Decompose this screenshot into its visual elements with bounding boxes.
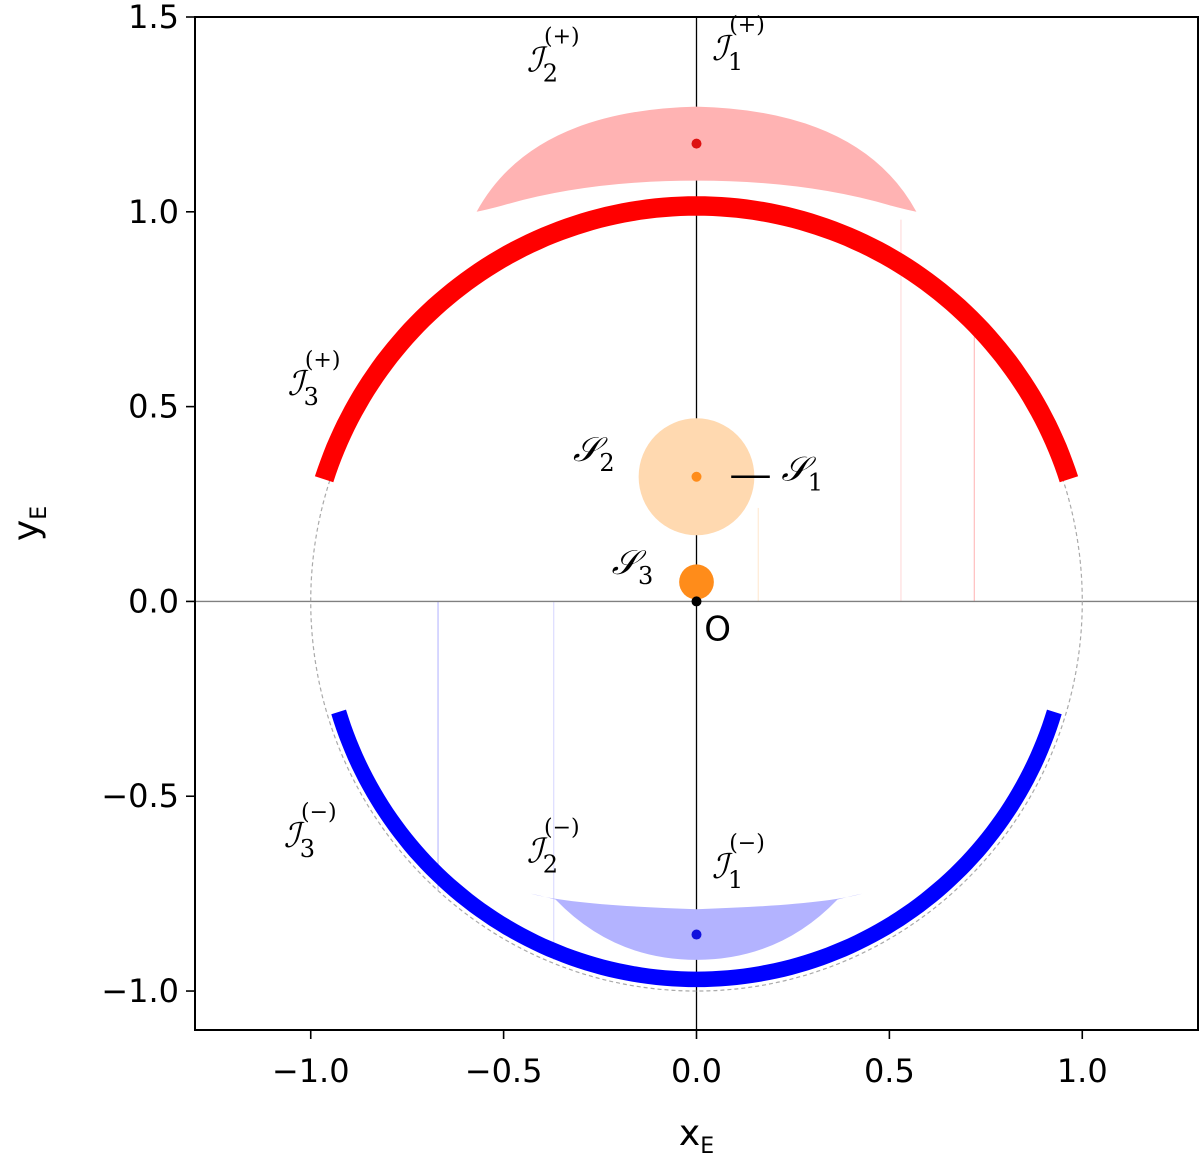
origin-label: O xyxy=(704,609,731,649)
annotation-I3p: ℐ3 (+) xyxy=(288,348,341,411)
x-tick-label-4: 1.0 xyxy=(1057,1052,1108,1090)
y-tick-label-5: 1.5 xyxy=(128,0,179,36)
annotation-S1-sub: 1 xyxy=(808,469,823,497)
x-axis-label-sub: E xyxy=(700,1134,714,1159)
point-1 xyxy=(691,929,702,940)
annotation-I2m: ℐ2 (−) xyxy=(527,815,580,878)
x-tick-label-0: −1.0 xyxy=(272,1052,350,1090)
annotation-I2p-sub: 2 xyxy=(543,60,558,88)
annotation-I3p-sup: (+) xyxy=(305,348,341,373)
point-0 xyxy=(691,138,702,149)
annotation-I3p-base: ℐ xyxy=(288,364,309,404)
source-disc-1 xyxy=(679,564,714,600)
annotation-I1p-base: ℐ xyxy=(712,29,733,69)
einstein-ring xyxy=(310,211,1083,992)
y-tick-label-2: 0.0 xyxy=(128,582,179,620)
x-tick-label-3: 0.5 xyxy=(864,1052,915,1090)
annotation-S3-sub: 3 xyxy=(638,562,653,590)
annotation-I3m-sub: 3 xyxy=(300,835,315,863)
annotation-I3m: ℐ3 (−) xyxy=(284,800,337,863)
annotation-S2-sub: 2 xyxy=(599,449,614,477)
y-tick-label-0: −1.0 xyxy=(101,972,179,1010)
point-3 xyxy=(691,596,702,607)
annotation-I2m-sup: (−) xyxy=(544,815,580,840)
annotation-I2p-sup: (+) xyxy=(544,25,580,50)
annotation-I3p-sub: 3 xyxy=(304,383,319,411)
image-crescent-minus xyxy=(530,893,863,960)
x-axis-label: xE xyxy=(679,1113,714,1159)
y-axis-label: yE xyxy=(6,506,52,541)
x-axis-label-base: x xyxy=(679,1113,700,1154)
annotation-I1m-sub: 1 xyxy=(728,866,743,894)
annotation-I1m-base: ℐ xyxy=(712,847,733,887)
annotation-I2p: ℐ2 (+) xyxy=(527,25,580,88)
annotation-I1m: ℐ1 (−) xyxy=(712,831,765,894)
annotation-S1: 𝒮1 xyxy=(781,450,823,497)
x-tick-label-2: 0.0 xyxy=(671,1052,722,1090)
y-tick-label-3: 0.5 xyxy=(128,388,179,426)
annotation-I2m-base: ℐ xyxy=(527,831,548,871)
annotation-S2: 𝒮2 xyxy=(573,430,615,477)
annotation-S3: 𝒮3 xyxy=(612,543,654,590)
point-2 xyxy=(691,471,702,482)
annotation-I3m-sup: (−) xyxy=(301,800,337,825)
annotation-I2m-sub: 2 xyxy=(543,850,558,878)
axis-ticks: −1.0 −0.5 0.0 0.5 1.0 −1.0 −0.5 0.0 0.5 1.0 1.5 xyxy=(101,0,1107,1090)
y-tick-label-1: −0.5 xyxy=(101,777,179,815)
annotation-I2p-base: ℐ xyxy=(527,41,548,81)
x-tick-label-1: −0.5 xyxy=(465,1052,543,1090)
annotation-I1p: ℐ1(+) xyxy=(712,13,765,76)
plot-layer xyxy=(195,17,1198,1030)
annotation-I1p-sub: 1 xyxy=(728,48,743,76)
y-axis-label-base: y xyxy=(6,520,47,541)
y-tick-label-4: 1.0 xyxy=(128,193,179,231)
annotation-I3m-base: ℐ xyxy=(284,816,305,856)
image-crescent-plus xyxy=(476,106,917,212)
y-axis-label-sub: E xyxy=(27,506,52,520)
annotation-I1m-sup: (−) xyxy=(729,831,765,856)
